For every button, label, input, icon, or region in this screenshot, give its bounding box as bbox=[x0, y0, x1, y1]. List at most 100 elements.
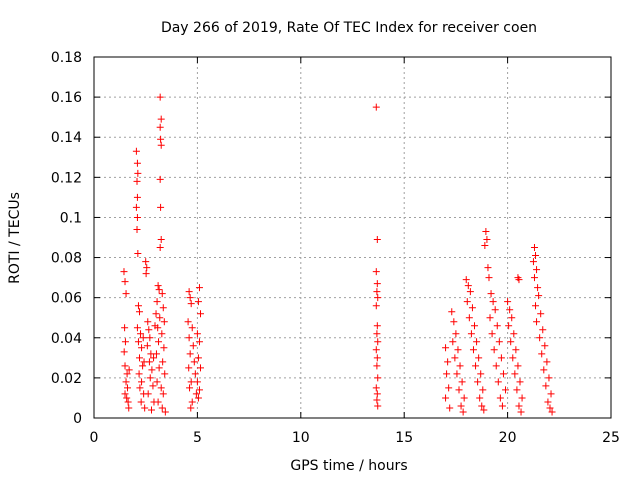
data-point bbox=[190, 358, 198, 366]
data-point bbox=[513, 386, 521, 394]
data-point bbox=[143, 264, 151, 272]
data-point bbox=[442, 394, 450, 402]
data-point bbox=[465, 314, 473, 322]
data-point bbox=[122, 290, 130, 298]
data-point bbox=[120, 268, 128, 276]
data-point bbox=[510, 330, 518, 338]
data-point bbox=[482, 227, 490, 235]
data-point bbox=[493, 322, 501, 330]
axis-ticks bbox=[93, 56, 612, 419]
data-point bbox=[496, 394, 504, 402]
data-point bbox=[476, 394, 484, 402]
y-tick-label: 0.18 bbox=[51, 50, 82, 66]
x-tick-label: 10 bbox=[292, 430, 310, 446]
data-point bbox=[373, 288, 381, 296]
data-point bbox=[185, 288, 193, 296]
data-point bbox=[154, 282, 162, 290]
data-point bbox=[134, 169, 142, 177]
data-point bbox=[497, 354, 505, 362]
data-point bbox=[123, 394, 131, 402]
data-point bbox=[373, 390, 381, 398]
data-point bbox=[530, 244, 538, 252]
x-tick-label: 0 bbox=[90, 430, 99, 446]
data-point bbox=[495, 338, 503, 346]
data-point bbox=[530, 274, 538, 282]
data-point bbox=[372, 268, 380, 276]
data-point bbox=[159, 304, 167, 312]
data-point bbox=[544, 398, 552, 406]
data-point bbox=[464, 282, 472, 290]
x-tick-label: 5 bbox=[193, 430, 202, 446]
data-point bbox=[509, 354, 517, 362]
data-point bbox=[133, 324, 141, 332]
data-point bbox=[154, 324, 162, 332]
data-point bbox=[147, 406, 155, 414]
data-point bbox=[458, 378, 466, 386]
data-point bbox=[125, 404, 133, 412]
x-tick-labels: 0 5 10 15 20 25 bbox=[90, 430, 620, 446]
data-point bbox=[474, 378, 482, 386]
data-point bbox=[494, 378, 502, 386]
data-point bbox=[135, 308, 143, 316]
data-point bbox=[137, 398, 145, 406]
data-point bbox=[483, 236, 491, 244]
data-point bbox=[372, 103, 380, 111]
data-point bbox=[123, 370, 131, 378]
data-point bbox=[506, 306, 514, 314]
data-point bbox=[134, 338, 142, 346]
data-point bbox=[195, 284, 203, 292]
data-point bbox=[448, 308, 456, 316]
data-point bbox=[133, 177, 141, 185]
data-point bbox=[546, 404, 554, 412]
data-point bbox=[445, 384, 453, 392]
data-point bbox=[187, 300, 195, 308]
data-point bbox=[143, 342, 151, 350]
x-tick-label: 25 bbox=[602, 430, 620, 446]
data-point bbox=[193, 330, 201, 338]
data-point bbox=[188, 324, 196, 332]
data-point bbox=[498, 402, 506, 410]
data-point bbox=[471, 322, 479, 330]
data-point bbox=[133, 225, 141, 233]
data-point bbox=[374, 294, 382, 302]
data-point bbox=[467, 330, 475, 338]
data-point bbox=[374, 374, 382, 382]
data-point bbox=[124, 384, 132, 392]
data-point bbox=[197, 364, 205, 372]
data-point bbox=[150, 354, 158, 362]
data-point bbox=[533, 318, 541, 326]
data-point bbox=[475, 354, 483, 362]
data-point bbox=[155, 364, 163, 372]
data-point bbox=[373, 322, 381, 330]
data-point bbox=[372, 302, 380, 310]
data-point bbox=[491, 306, 499, 314]
data-point bbox=[485, 274, 493, 282]
data-point bbox=[444, 358, 452, 366]
data-point bbox=[538, 350, 546, 358]
data-point bbox=[487, 290, 495, 298]
data-point bbox=[373, 354, 381, 362]
data-point bbox=[373, 280, 381, 288]
data-point bbox=[194, 298, 202, 306]
data-point bbox=[145, 358, 153, 366]
data-point bbox=[453, 370, 461, 378]
data-point bbox=[134, 302, 142, 310]
data-point bbox=[160, 318, 168, 326]
data-point bbox=[539, 326, 547, 334]
data-point bbox=[157, 141, 165, 149]
data-point bbox=[156, 314, 164, 322]
data-point bbox=[194, 394, 202, 402]
data-point bbox=[459, 408, 467, 416]
data-point bbox=[529, 258, 537, 266]
data-point bbox=[153, 378, 161, 386]
data-point bbox=[159, 390, 167, 398]
data-point bbox=[187, 404, 195, 412]
data-point bbox=[189, 342, 197, 350]
data-point bbox=[512, 346, 520, 354]
data-point bbox=[454, 346, 462, 354]
data-point bbox=[125, 366, 133, 374]
y-tick-label: 0.08 bbox=[51, 251, 82, 267]
data-point bbox=[515, 276, 523, 284]
data-point bbox=[452, 330, 460, 338]
